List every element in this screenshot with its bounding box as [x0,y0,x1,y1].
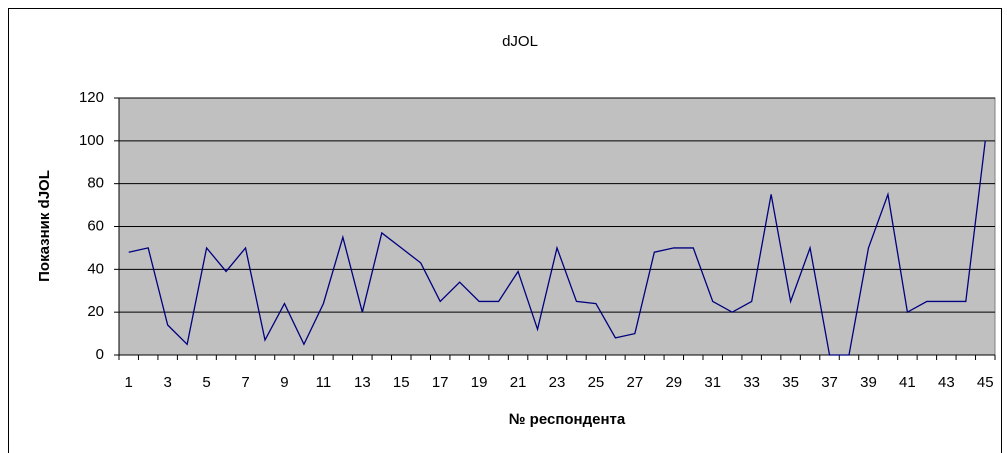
x-tick-label: 41 [899,374,916,391]
x-tick-label: 37 [821,374,838,391]
x-tick-label: 17 [432,374,449,391]
x-tick-label: 7 [241,374,249,391]
x-tick-label: 21 [510,374,527,391]
y-tick-label: 100 [79,132,104,149]
data-line [128,140,986,356]
x-tick-label: 39 [860,374,877,391]
y-tick-label: 120 [79,89,104,106]
x-tick-label: 5 [202,374,210,391]
x-tick-label: 43 [938,374,955,391]
y-tick-label: 0 [96,346,104,363]
x-tick-label: 31 [704,374,721,391]
y-axis-title: Показник dJOL [36,170,53,282]
x-tick-label: 11 [316,374,332,391]
y-tick-label: 80 [87,175,104,192]
y-tick-label: 20 [87,303,104,320]
x-tick-label: 29 [665,374,682,391]
x-axis-title: № респондента [509,411,626,428]
x-tick-label: 9 [280,374,288,391]
x-tick-label: 1 [125,374,133,391]
chart-title: dJOL [502,33,538,50]
x-tick-label: 33 [743,374,760,391]
y-tick-label: 60 [87,217,104,234]
x-tick-label: 45 [977,374,994,391]
x-tick-label: 3 [163,374,171,391]
x-tick-label: 15 [393,374,410,391]
x-tick-label: 23 [549,374,566,391]
x-tick-label: 25 [588,374,605,391]
x-tick-label: 13 [354,374,371,391]
x-tick-label: 27 [627,374,644,391]
y-tick-label: 40 [87,260,104,277]
x-tick-label: 19 [471,374,488,391]
x-tick-label: 35 [782,374,799,391]
